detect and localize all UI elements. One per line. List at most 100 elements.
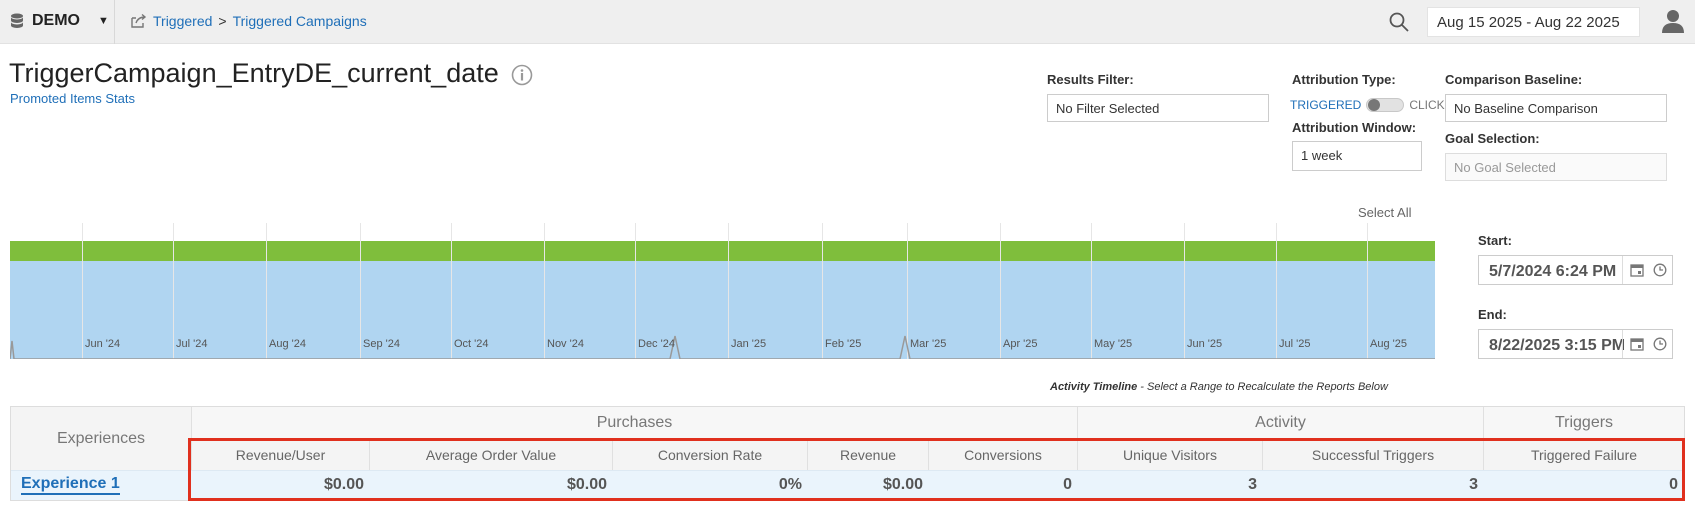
highlight-annotation: [188, 438, 1685, 501]
timeline-tick: [1367, 223, 1368, 359]
timeline-month-label: Oct '24: [454, 338, 489, 350]
col-header-triggered-failure[interactable]: Triggered Failure: [1484, 439, 1684, 470]
cell-conversions: 0: [1063, 476, 1072, 493]
timeline-tick: [635, 223, 636, 359]
timeline-tick: [82, 223, 83, 359]
col-header-conversions[interactable]: Conversions: [929, 439, 1078, 470]
timeline-tick: [266, 223, 267, 359]
attribution-triggered-option[interactable]: TRIGGERED: [1290, 98, 1362, 112]
timeline-caption-text: - Select a Range to Recalculate the Repo…: [1137, 381, 1388, 393]
experience-link[interactable]: Experience 1: [21, 475, 120, 495]
timeline-month-label: Jul '24: [176, 338, 208, 350]
breadcrumb-triggered[interactable]: Triggered: [153, 13, 213, 29]
timeline-month-label: Mar '25: [910, 338, 947, 350]
comparison-baseline-select[interactable]: No Baseline Comparison: [1445, 94, 1667, 122]
timeline-month-label: Sep '24: [363, 338, 400, 350]
start-datetime-field[interactable]: 5/7/2024 6:24 PM: [1478, 255, 1673, 285]
cell-average-order-value: $0.00: [566, 476, 607, 493]
timeline-tick: [1276, 223, 1277, 359]
divider: [1622, 330, 1623, 358]
database-icon: [11, 13, 23, 28]
timeline-month-label: Jan '25: [731, 338, 767, 350]
breadcrumb-triggered-campaigns[interactable]: Triggered Campaigns: [232, 13, 367, 29]
group-header-purchases: Purchases: [192, 407, 1078, 439]
account-name: DEMO: [32, 12, 80, 29]
activity-timeline[interactable]: Jun '24 Jul '24 Aug '24 Sep '24 Oct '24 …: [10, 223, 1435, 359]
page-subtitle[interactable]: Promoted Items Stats: [10, 91, 135, 106]
breadcrumb: Triggered > Triggered Campaigns: [131, 13, 367, 29]
group-header-activity: Activity: [1078, 407, 1484, 439]
timeline-month-label: Dec '24: [638, 338, 675, 350]
end-label: End:: [1478, 307, 1507, 322]
end-datetime-value: 8/22/2025 3:15 PM: [1489, 337, 1626, 354]
select-all-link[interactable]: Select All: [1358, 205, 1412, 220]
user-icon[interactable]: [1662, 9, 1684, 33]
timeline-tick: [544, 223, 545, 359]
col-header-revenue-user[interactable]: Revenue/User: [192, 439, 370, 470]
cell-revenue-user: $0.00: [323, 476, 364, 493]
col-header-successful-triggers[interactable]: Successful Triggers: [1263, 439, 1484, 470]
switch-knob: [1368, 99, 1381, 111]
timeline-month-label: Nov '24: [547, 338, 584, 350]
experience-cell: Experience 1: [11, 470, 192, 500]
account-switcher[interactable]: DEMO ▼: [10, 12, 109, 30]
timeline-tick: [1184, 223, 1185, 359]
table-row: [11, 470, 1684, 500]
experiences-header: Experiences: [11, 407, 192, 470]
cell-conversion-rate: 0%: [778, 476, 802, 493]
timeline-tick: [907, 223, 908, 359]
timeline-tick: [1091, 223, 1092, 359]
results-table: Experiences Purchases Activity Triggers …: [10, 406, 1685, 501]
goal-selection-select[interactable]: No Goal Selected: [1445, 153, 1667, 181]
timeline-month-label: Aug '25: [1370, 338, 1407, 350]
timeline-tick: [451, 223, 452, 359]
cell-revenue: $0.00: [882, 476, 923, 493]
divider: [1622, 256, 1623, 284]
timeline-tick: [1000, 223, 1001, 359]
attribution-type-label: Attribution Type:: [1292, 72, 1396, 87]
timeline-month-label: Jun '25: [1187, 338, 1223, 350]
attribution-type-toggle[interactable]: TRIGGERED CLICK: [1290, 98, 1445, 112]
clock-icon[interactable]: [1653, 337, 1667, 351]
col-header-conversion-rate[interactable]: Conversion Rate: [613, 439, 808, 470]
timeline-tick: [173, 223, 174, 359]
attribution-click-option[interactable]: CLICK: [1409, 98, 1445, 112]
timeline-month-label: Jul '25: [1279, 338, 1311, 350]
activity-line: [10, 335, 1435, 359]
info-icon[interactable]: [511, 64, 533, 86]
calendar-icon[interactable]: [1630, 337, 1644, 351]
divider: [114, 0, 115, 44]
goal-selection-label: Goal Selection:: [1445, 131, 1540, 146]
search-icon[interactable]: [1388, 11, 1410, 33]
share-icon: [131, 14, 147, 28]
timeline-caption-title: Activity Timeline: [1050, 381, 1138, 393]
attribution-window-select[interactable]: 1 week: [1292, 141, 1422, 171]
attribution-switch[interactable]: [1366, 98, 1405, 112]
col-header-unique-visitors[interactable]: Unique Visitors: [1078, 439, 1263, 470]
results-filter-select[interactable]: No Filter Selected: [1047, 94, 1269, 122]
start-label: Start:: [1478, 233, 1512, 248]
timeline-month-label: Jun '24: [85, 338, 121, 350]
timeline-month-label: Feb '25: [825, 338, 862, 350]
end-datetime-field[interactable]: 8/22/2025 3:15 PM: [1478, 329, 1673, 359]
attribution-window-label: Attribution Window:: [1292, 120, 1417, 135]
comparison-baseline-label: Comparison Baseline:: [1445, 72, 1583, 87]
cell-triggered-failure: 0: [1669, 476, 1678, 493]
cell-unique-visitors: 3: [1248, 476, 1257, 493]
results-filter-label: Results Filter:: [1047, 72, 1134, 87]
date-range-picker[interactable]: Aug 15 2025 - Aug 22 2025: [1427, 7, 1640, 37]
top-bar: DEMO ▼ Triggered > Triggered Campaigns A…: [0, 0, 1695, 44]
col-header-average-order-value[interactable]: Average Order Value: [370, 439, 613, 470]
cell-successful-triggers: 3: [1469, 476, 1478, 493]
timeline-tick: [360, 223, 361, 359]
group-header-triggers: Triggers: [1484, 407, 1684, 439]
timeline-month-label: Apr '25: [1003, 338, 1038, 350]
page-title: TriggerCampaign_EntryDE_current_date: [9, 58, 499, 88]
timeline-selection-band[interactable]: [10, 241, 1435, 261]
calendar-icon[interactable]: [1630, 263, 1644, 277]
col-header-revenue[interactable]: Revenue: [808, 439, 929, 470]
timeline-month-label: May '25: [1094, 338, 1133, 350]
timeline-month-label: Aug '24: [269, 338, 306, 350]
clock-icon[interactable]: [1653, 263, 1667, 277]
timeline-caption: Activity Timeline - Select a Range to Re…: [1050, 381, 1388, 393]
